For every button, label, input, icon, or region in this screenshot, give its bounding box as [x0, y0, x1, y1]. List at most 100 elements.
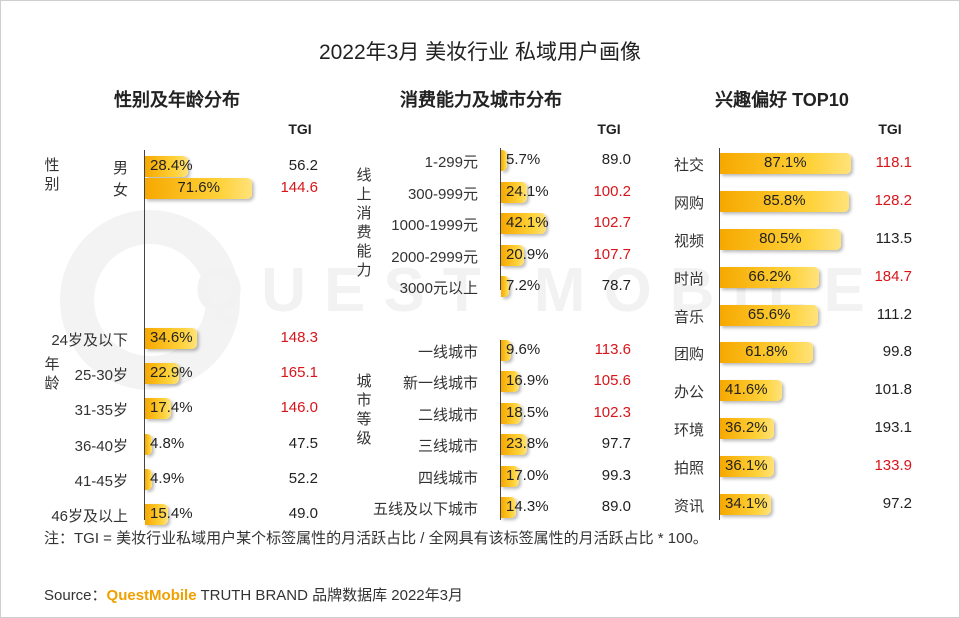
bar-value-label: 18.5%: [506, 403, 549, 421]
tgi-value: 118.1: [875, 154, 912, 171]
bar: [501, 402, 521, 424]
group-label: 城市等级: [356, 373, 372, 447]
tgi-value: 99.3: [601, 466, 631, 484]
bar: [145, 328, 197, 349]
panel-title-2: 消费能力及城市分布: [400, 90, 562, 110]
bar: [145, 433, 153, 455]
category-label: 1000-1999元: [391, 217, 478, 234]
bar-value-label: 17.0%: [506, 466, 549, 484]
bar-value-label: 4.8%: [150, 434, 185, 452]
bar-value-label: 28.4%: [150, 157, 193, 174]
category-label: 新一线城市: [402, 375, 478, 393]
bar: [720, 380, 783, 402]
bar-value-label: 20.9%: [506, 245, 549, 263]
bar: [145, 363, 180, 385]
tgi-value: 133.9: [874, 457, 912, 475]
bar-value-label: 16.9%: [506, 372, 549, 390]
tgi-value: 111.2: [876, 305, 912, 323]
bar-value-label: 5.7%: [506, 151, 541, 168]
category-label: 音乐: [673, 308, 704, 326]
tgi-header: TGI: [597, 121, 621, 137]
tgi-value: 89.0: [601, 498, 631, 515]
panel-title-1: 性别及年龄分布: [114, 90, 240, 110]
bar-value-label: 34.6%: [150, 329, 193, 346]
category-label: 资讯: [673, 498, 704, 515]
chart-title: 2022年3月 美妆行业 私域用户画像: [318, 41, 642, 64]
value-axis-line: [144, 150, 145, 520]
tgi-value: 101.8: [874, 381, 912, 399]
tgi-value: 56.2: [288, 157, 318, 174]
bar: [145, 504, 169, 525]
source-prefix: Source：: [44, 587, 107, 604]
source-line: Source：QuestMobile TRUTH BRAND 品牌数据库 202…: [44, 584, 463, 605]
tgi-value: 144.6: [280, 179, 318, 196]
group-label: 性别: [44, 157, 60, 193]
category-label: 三线城市: [417, 438, 478, 456]
bar-value-label: 80.5%: [759, 229, 802, 247]
tgi-value: 146.0: [280, 399, 318, 417]
bar-value-label: 42.1%: [506, 214, 549, 231]
bar-value-label: 34.1%: [725, 495, 768, 512]
category-label: 时尚: [673, 270, 704, 288]
bar: [501, 465, 520, 487]
bar-value-label: 41.6%: [725, 381, 768, 399]
tgi-value: 148.3: [280, 329, 318, 346]
category-label: 31-35岁: [74, 402, 128, 420]
bar: [720, 266, 820, 288]
category-label: 环境: [673, 422, 704, 440]
bar: [501, 340, 512, 361]
category-label: 3000元以上: [399, 280, 478, 297]
bar-value-label: 65.6%: [747, 305, 791, 323]
category-label: 300-999元: [407, 185, 478, 203]
bar: [501, 213, 547, 234]
bar-value-label: 71.6%: [177, 179, 220, 196]
bar-value-label: 36.2%: [725, 419, 768, 437]
bar: [720, 456, 775, 478]
category-label: 四线城市: [417, 469, 478, 487]
category-label: 1-299元: [424, 154, 478, 171]
tgi-value: 47.5: [288, 434, 318, 452]
category-label: 社交: [673, 157, 704, 174]
bar: [501, 497, 517, 518]
category-label: 网购: [673, 194, 704, 212]
value-axis-line: [719, 148, 720, 520]
bar-value-label: 36.1%: [725, 457, 768, 475]
tgi-value: 49.0: [288, 505, 318, 522]
category-label: 24岁及以下: [51, 332, 128, 349]
bar: [720, 153, 851, 174]
category-label: 视频: [673, 232, 704, 250]
bar-value-label: 17.4%: [150, 399, 193, 417]
bar: [145, 178, 253, 199]
group-label: 线上消费能力: [356, 167, 372, 279]
bar-value-label: 4.9%: [150, 469, 185, 487]
tgi-value: 105.6: [593, 372, 631, 390]
tgi-header: TGI: [878, 121, 902, 137]
group-label: 年龄: [44, 356, 60, 392]
tgi-value: 113.6: [594, 341, 631, 358]
bar-value-label: 66.2%: [748, 267, 791, 285]
panel-title-3: 兴趣偏好 TOP10: [715, 90, 849, 110]
bar-value-label: 14.3%: [506, 498, 549, 515]
bar: [501, 276, 509, 297]
tgi-value: 99.8: [882, 343, 912, 361]
tgi-value: 102.3: [593, 403, 631, 421]
category-label: 办公: [673, 384, 704, 402]
tgi-value: 78.7: [601, 277, 631, 294]
category-label: 男: [112, 160, 128, 177]
bar-value-label: 61.8%: [745, 343, 788, 361]
category-label: 五线及以下城市: [372, 501, 478, 518]
tgi-value: 128.2: [874, 191, 912, 209]
source-suffix: TRUTH BRAND 品牌数据库 2022年3月: [196, 587, 463, 604]
category-label: 2000-2999元: [391, 248, 478, 266]
bar-value-label: 7.2%: [506, 277, 541, 294]
bar: [501, 150, 508, 171]
category-label: 一线城市: [417, 344, 478, 361]
bar: [501, 181, 528, 203]
bar-value-label: 23.8%: [506, 435, 549, 453]
category-label: 36-40岁: [74, 437, 128, 455]
category-label: 拍照: [673, 460, 704, 478]
bar: [501, 371, 520, 393]
tgi-value: 100.2: [593, 182, 631, 200]
bar: [720, 494, 772, 515]
bar-value-label: 87.1%: [764, 154, 807, 171]
